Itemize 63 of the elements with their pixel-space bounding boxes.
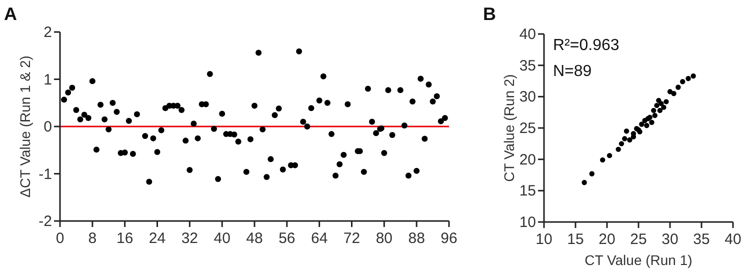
x-tick-label: 48 [246,230,263,247]
y-tick-label: 25 [519,120,536,137]
x-tick-label: 40 [214,230,230,247]
x-tick-label: 64 [310,230,328,247]
y-tick-label: 10 [519,214,536,231]
point [644,122,650,128]
x-axis-title: CT Value (Run 1) [584,252,692,268]
point [651,108,656,114]
point [606,152,612,158]
y-axis-title: ΔCT Value (Run 1 & 2) [17,56,33,198]
x-tick-label: 15 [567,231,584,248]
x-tick-label: 25 [630,231,647,248]
y-tick-label: 35 [519,57,536,74]
x-tick-label: 72 [343,230,360,247]
y-tick-label: 40 [519,26,536,43]
x-tick-label: 10 [536,231,552,248]
x-tick-label: 8 [88,230,97,247]
y-tick-label: -2 [38,213,52,230]
point [582,180,587,186]
point [680,79,686,84]
point [690,73,696,79]
y-tick-label: -1 [38,166,52,183]
x-tick-label: 40 [724,231,742,248]
chart-title: A [4,4,17,24]
y-tick-label: 20 [519,151,536,168]
annotation: N=89 [553,63,592,80]
point [627,137,632,143]
y-tick-label: 0 [44,118,52,136]
x-tick-label: 20 [598,231,616,248]
point [624,128,630,134]
point [676,84,681,90]
point [686,76,691,82]
y-tick-label: 1 [44,71,52,88]
point [664,99,669,104]
x-tick-label: 80 [376,230,393,247]
y-tick-label: 2 [44,24,52,41]
y-tick-label: 30 [519,88,536,106]
point [657,108,663,114]
x-tick-label: 32 [181,230,198,247]
x-tick-label: 35 [693,231,710,248]
point [654,102,660,108]
y-axis-title: CT Value (Run 2) [501,74,517,182]
point [622,136,628,142]
point [589,171,594,176]
point [652,112,658,118]
chart-title: B [483,4,496,24]
x-tick-label: 0 [56,230,64,247]
x-tick-label: 24 [148,230,166,247]
point [618,141,624,146]
x-tick-label: 16 [116,230,134,247]
x-tick-label: 88 [408,230,425,247]
point [639,122,644,127]
x-tick-label: 56 [278,230,296,247]
point [616,146,621,152]
point [649,120,654,125]
point [661,104,666,110]
point [671,90,676,96]
x-tick-label: 30 [662,231,678,248]
point [600,157,606,163]
x-tick-label: 96 [440,230,458,247]
y-tick-label: 15 [519,182,536,200]
annotation: R²=0.963 [553,37,620,54]
point [658,100,664,106]
